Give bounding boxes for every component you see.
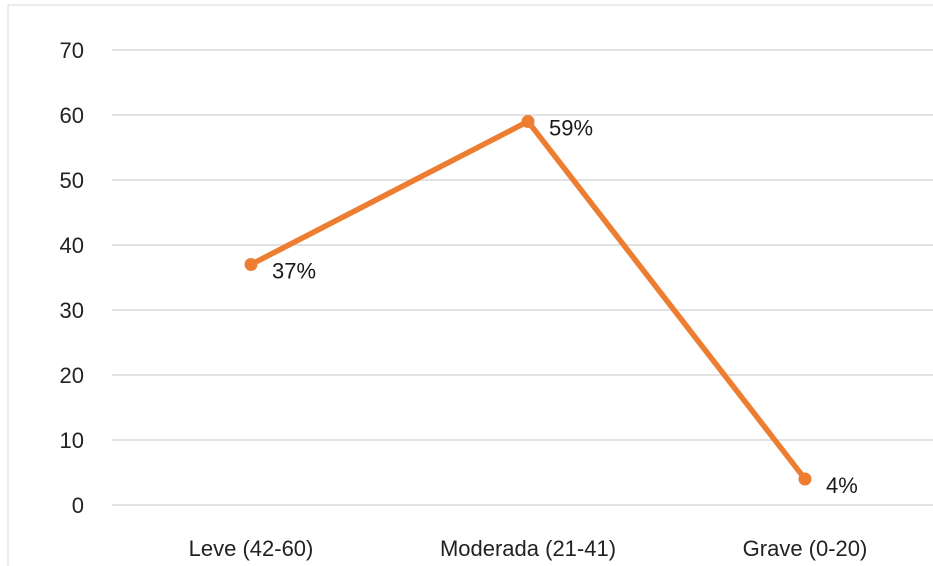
series-layer [244, 115, 812, 486]
data-point [244, 258, 258, 271]
y-tick-label: 10 [60, 428, 84, 453]
y-tick-label: 0 [72, 493, 84, 518]
y-tick-label: 50 [60, 168, 84, 193]
y-axis-ticks: 0 10 20 30 40 50 60 70 [60, 38, 84, 518]
data-point [798, 472, 812, 486]
x-tick-label: Leve (42-60) [189, 536, 314, 561]
series-line [248, 118, 808, 482]
y-tick-label: 70 [60, 38, 84, 63]
y-tick-label: 30 [60, 298, 84, 323]
data-label: 4% [826, 473, 858, 498]
x-tick-label: Moderada (21-41) [440, 536, 616, 561]
data-point [521, 115, 535, 128]
y-tick-label: 20 [60, 363, 84, 388]
data-labels: 37% 59% 4% [272, 116, 858, 499]
gridlines [112, 49, 933, 506]
y-tick-label: 40 [60, 233, 84, 258]
data-label: 37% [272, 259, 316, 284]
x-tick-label: Grave (0-20) [743, 536, 868, 561]
y-tick-label: 60 [60, 103, 84, 128]
x-axis-ticks: Leve (42-60) Moderada (21-41) Grave (0-20) [189, 536, 868, 561]
data-label: 59% [549, 116, 593, 141]
